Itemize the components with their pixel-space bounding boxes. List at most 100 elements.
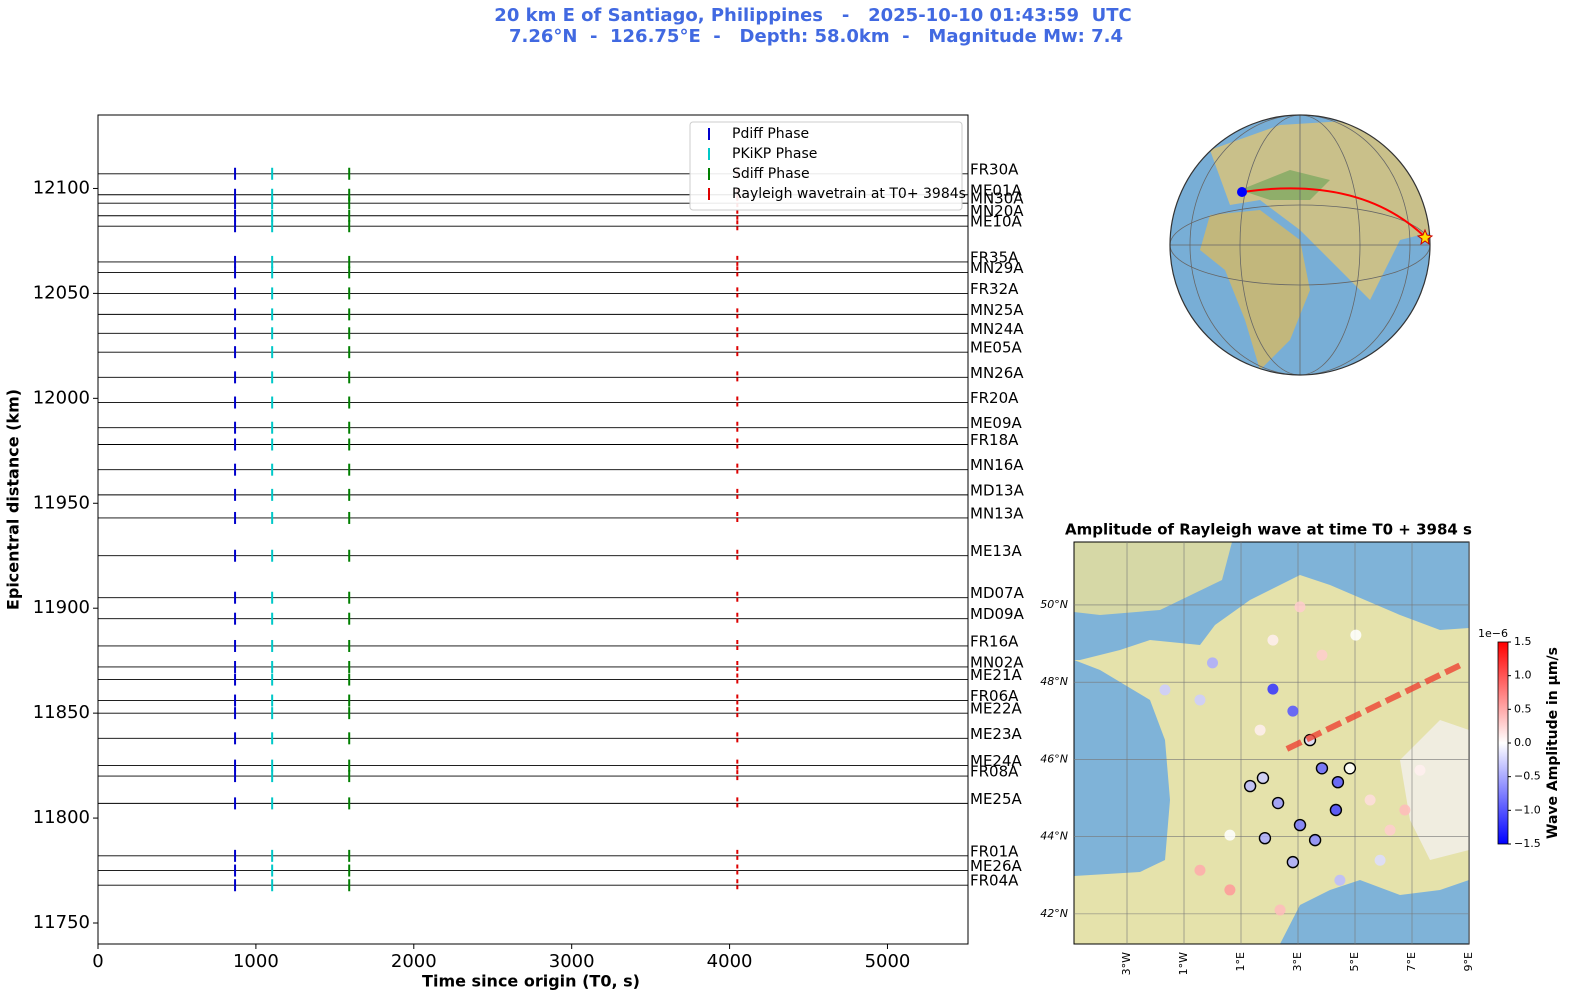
y-tick-label: 46°N — [1040, 752, 1068, 765]
station-point — [1364, 794, 1376, 806]
globe-land — [1170, 115, 1430, 375]
x-axis-label: Time since origin (T0, s) — [422, 972, 640, 991]
station-point — [1254, 724, 1266, 736]
station-label: ME26A — [970, 857, 1023, 875]
colorbar — [1497, 641, 1509, 845]
station-label: FR16A — [970, 632, 1019, 650]
station-label: MN29A — [970, 259, 1024, 277]
colorbar-tick-label: −1.5 — [1514, 837, 1541, 850]
map-background — [1074, 542, 1469, 944]
alps — [1400, 720, 1469, 860]
x-tick-label: 5000 — [865, 951, 911, 972]
station-label: ME01A — [970, 181, 1023, 199]
legend-label: Rayleigh wavetrain at T0+ 3984s — [732, 186, 966, 202]
map-title: Amplitude of Rayleigh wave at time T0 + … — [1065, 521, 1472, 539]
station-point — [1194, 864, 1206, 876]
station-label: FR30A — [970, 160, 1019, 178]
station-point — [1267, 683, 1279, 695]
station-label: FR35A — [970, 248, 1019, 266]
x-tick-label: 1000 — [233, 951, 279, 972]
station-point — [1271, 796, 1285, 810]
station-label: ME13A — [970, 542, 1023, 560]
globe-outline — [1169, 114, 1431, 376]
legend-label: Pdiff Phase — [732, 126, 809, 142]
station-point — [1224, 829, 1236, 841]
station-point — [1384, 824, 1396, 836]
station-label: ME05A — [970, 339, 1023, 357]
sea — [1074, 660, 1170, 876]
legend-label: Sdiff Phase — [732, 166, 810, 182]
x-tick-label: 5°E — [1348, 952, 1361, 971]
y-tick-label: 42°N — [1040, 907, 1068, 920]
land — [1200, 210, 1310, 370]
station-label: ME25A — [970, 790, 1023, 808]
station-point — [1287, 705, 1299, 717]
station-label: FR32A — [970, 280, 1019, 298]
sea — [1280, 880, 1469, 944]
wavefront — [1285, 660, 1467, 752]
station-label: ME10A — [970, 213, 1023, 231]
legend — [689, 121, 963, 211]
station-point — [1243, 779, 1257, 793]
x-tick-label: 4000 — [707, 951, 753, 972]
station-label: ME21A — [970, 666, 1023, 684]
x-tick-label: 3°E — [1291, 952, 1304, 971]
x-tick-label: 0 — [92, 951, 103, 972]
station-point — [1331, 775, 1345, 789]
y-tick-label: 44°N — [1040, 830, 1068, 843]
station-point — [1316, 649, 1328, 661]
station-label: MN25A — [970, 301, 1024, 319]
colorbar-tick-label: −0.5 — [1514, 770, 1541, 783]
station-label: MD13A — [970, 481, 1025, 499]
station-label: ME22A — [970, 700, 1023, 718]
station-point — [1256, 771, 1270, 785]
x-tick-label: 1°E — [1234, 952, 1247, 971]
station-point — [1224, 884, 1236, 896]
y-tick-label: 11750 — [33, 912, 90, 933]
land — [1240, 170, 1330, 200]
station-label: FR01A — [970, 842, 1019, 860]
station-point — [1343, 762, 1357, 775]
station-point — [1258, 831, 1272, 845]
y-tick-label: 12000 — [33, 387, 90, 408]
station-label: FR06A — [970, 687, 1019, 705]
great-circle-path — [1241, 187, 1426, 238]
globe — [1169, 114, 1434, 376]
suptitle-line: 7.26°N - 126.75°E - Depth: 58.0km - Magn… — [509, 26, 1123, 47]
map-layer — [1074, 542, 1469, 944]
station-point — [1194, 694, 1206, 706]
station-point — [1267, 634, 1279, 646]
station-point — [1294, 601, 1306, 613]
y-axis-label: Epicentral distance (km) — [4, 389, 23, 610]
station-marker — [1237, 187, 1247, 197]
y-tick-label: 11800 — [33, 807, 90, 828]
axes-frame — [97, 114, 969, 945]
x-tick-label: 3°W — [1120, 952, 1133, 975]
station-label: MN26A — [970, 364, 1024, 382]
y-tick-label: 11950 — [33, 492, 90, 513]
colorbar-scale: 1e−6 — [1478, 627, 1508, 640]
station-label: MN16A — [970, 456, 1024, 474]
land — [1074, 542, 1232, 615]
station-point — [1159, 684, 1171, 696]
station-label: MD07A — [970, 584, 1025, 602]
station-label: FR18A — [970, 431, 1019, 449]
y-tick-label: 12100 — [33, 177, 90, 198]
epicenter-marker — [1416, 228, 1434, 246]
colorbar-tick-label: 0.5 — [1514, 702, 1532, 715]
y-tick-label: 12050 — [33, 282, 90, 303]
x-tick-label: 1°W — [1177, 952, 1190, 975]
y-tick-label: 50°N — [1040, 598, 1068, 611]
station-point — [1350, 629, 1362, 641]
station-label: FR08A — [970, 763, 1019, 781]
station-label: MN30A — [970, 190, 1024, 208]
station-label: ME23A — [970, 725, 1023, 743]
station-label: MN13A — [970, 504, 1024, 522]
station-label: MN20A — [970, 202, 1024, 220]
station-point — [1329, 803, 1343, 817]
colorbar-tick-label: 1.0 — [1514, 669, 1532, 682]
y-tick-label: 11850 — [33, 702, 90, 723]
colorbar-tick-label: 1.5 — [1514, 635, 1532, 648]
colorbar-tick-label: −1.0 — [1514, 803, 1541, 816]
